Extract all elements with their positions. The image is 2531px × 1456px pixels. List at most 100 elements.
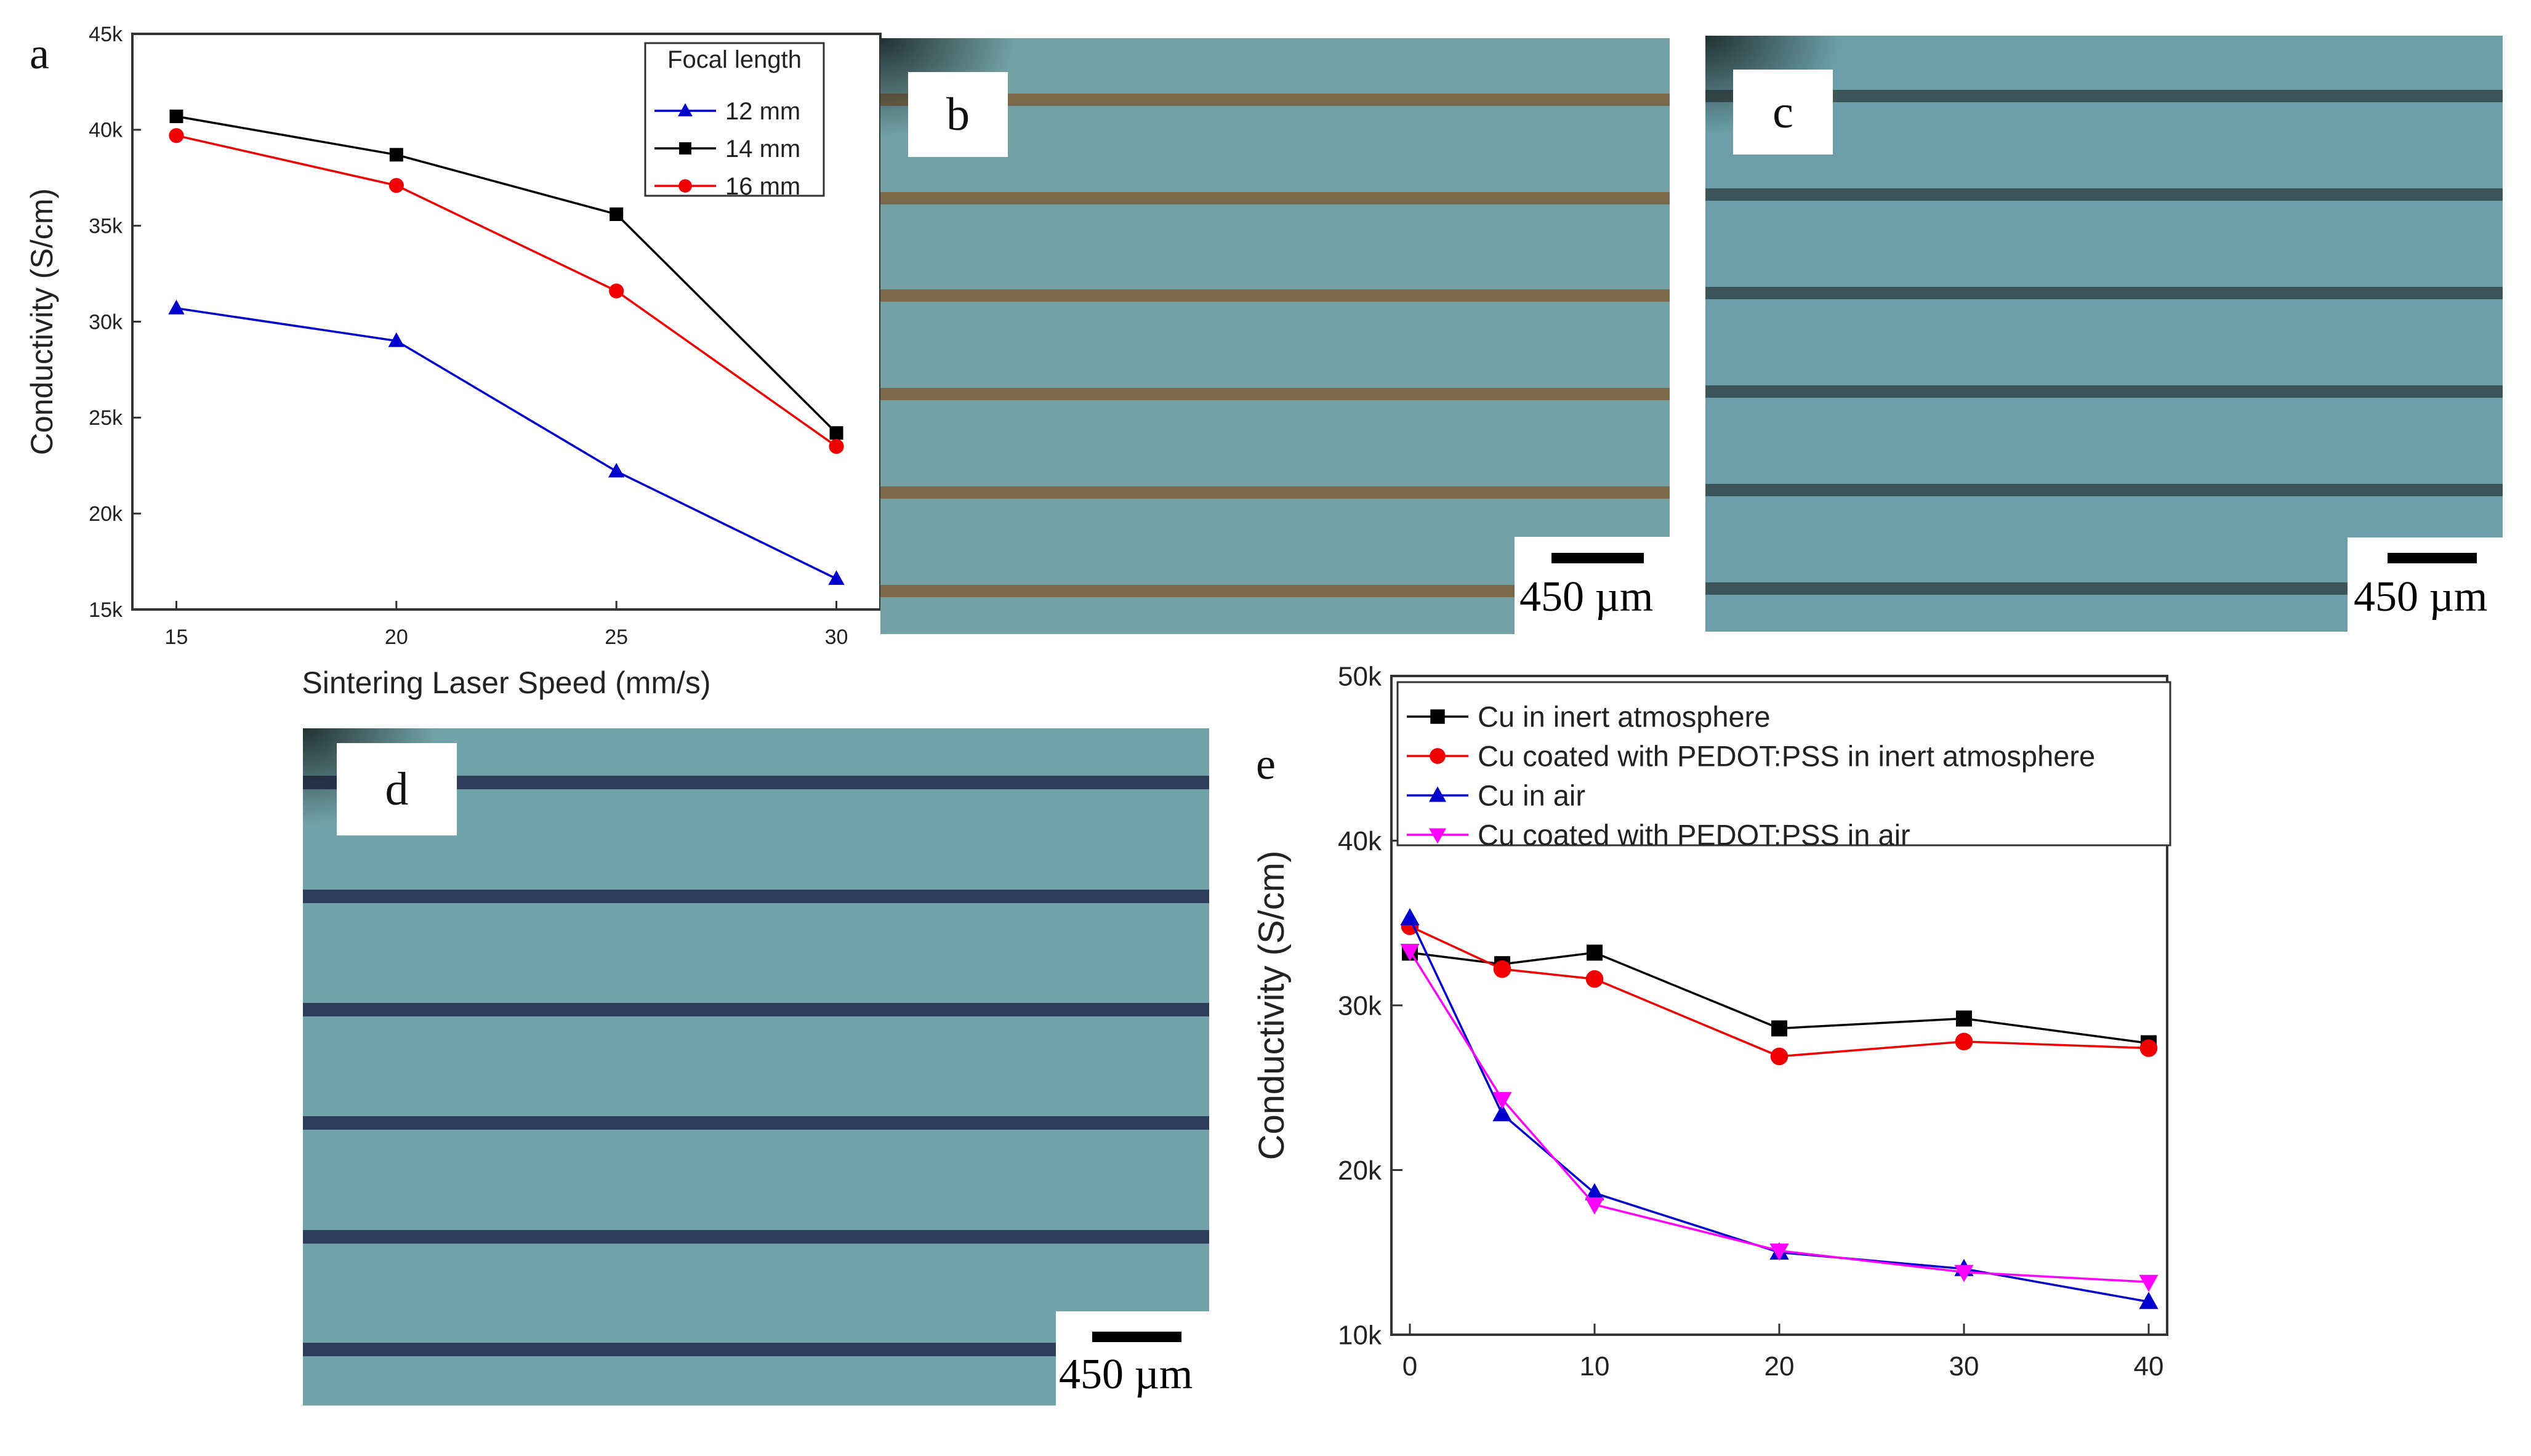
x-tick-label: 15 [165, 625, 188, 649]
y-axis-label: Conductivity (S/cm) [1256, 851, 1292, 1160]
data-point [169, 110, 183, 124]
series-16-mm [169, 128, 844, 454]
series-cu-coated-with-pedot-pss-in-air [1400, 944, 2159, 1292]
data-point [2139, 1274, 2159, 1292]
y-tick-label: 40k [1338, 826, 1382, 856]
x-tick-label: 0 [1402, 1351, 1417, 1382]
panel-d-label: d [337, 743, 457, 835]
x-axis-label: Sintering Laser Speed (mm/s) [302, 666, 710, 700]
data-point [1956, 1010, 1972, 1027]
printed-line [303, 1343, 1209, 1356]
legend-item: 12 mm [654, 98, 800, 125]
scale-bar [1551, 553, 1644, 563]
printed-line [1705, 484, 2503, 496]
series-line [176, 307, 837, 580]
y-tick-label: 20k [1338, 1156, 1382, 1186]
legend-label: Cu in inert atmosphere [1478, 700, 1770, 733]
scale-bar-label: 450 µm [1059, 1351, 1193, 1398]
data-point [1770, 1047, 1789, 1066]
printed-line [303, 1230, 1209, 1244]
data-point [2139, 1039, 2158, 1057]
series-line [1409, 950, 2149, 1284]
micrograph-b: b 450 µm [880, 38, 1670, 634]
chart-a: 15k 20k 25k 30k 35k 40k 45k 15 20 25 30 Sintering L… [25, 25, 882, 700]
legend-box [1396, 681, 2171, 847]
series-line [1409, 925, 2149, 1058]
y-tick-label: 25k [89, 406, 123, 430]
series-line [176, 115, 837, 434]
printed-line [303, 776, 1209, 789]
printed-line [880, 192, 1670, 204]
micrograph-c: c 450 µm [1705, 36, 2503, 632]
data-point [1430, 709, 1445, 724]
printed-line [303, 1116, 1209, 1130]
data-point [388, 332, 405, 347]
data-point [1430, 748, 1446, 764]
series-14-mm [169, 110, 843, 440]
x-tick-label: 25 [605, 625, 628, 649]
data-point [169, 128, 184, 143]
data-point [1492, 1092, 1512, 1109]
legend-label: Cu in air [1478, 779, 1585, 811]
x-tick-label: 10 [1580, 1351, 1610, 1382]
data-point [829, 438, 844, 454]
printed-line [880, 486, 1670, 499]
data-point [610, 207, 624, 221]
data-point [679, 142, 691, 155]
panel-b-label: b [908, 72, 1008, 157]
data-point [1400, 944, 1420, 961]
y-tick-label: 40k [89, 119, 123, 142]
scale-bar [2388, 553, 2477, 563]
x-tick-label: 30 [1949, 1351, 1979, 1382]
legend-item: Cu coated with PEDOT:PSS in inert atmosp… [1407, 739, 2095, 772]
data-point [168, 299, 185, 315]
y-tick-label: 30k [89, 310, 123, 334]
legend-item: 16 mm [654, 173, 800, 200]
data-point [608, 462, 625, 478]
x-tick-label: 20 [1764, 1351, 1795, 1382]
legend-label: Cu coated with PEDOT:PSS in air [1478, 818, 1910, 851]
panel-c-label: c [1733, 70, 1833, 155]
printed-line [880, 94, 1670, 106]
data-point [1955, 1032, 1973, 1051]
micrograph-d: d 450 µm [303, 728, 1209, 1406]
legend-label: Cu coated with PEDOT:PSS in inert atmosp… [1478, 739, 2095, 772]
y-tick-label: 20k [89, 502, 123, 526]
data-point [1954, 1265, 1974, 1282]
data-point [1493, 960, 1511, 978]
panel-e-label: e [1256, 739, 1276, 789]
legend: Focal length 12 mm 14 mm 16 mm [644, 42, 825, 200]
printed-line [1705, 385, 2503, 398]
data-point [1428, 786, 1447, 802]
series-12-mm [168, 299, 845, 585]
data-point [829, 426, 843, 440]
scale-bar-label: 450 µm [2354, 573, 2488, 621]
data-point [2139, 1292, 2159, 1309]
series-cu-coated-with-pedot-pss-in-inert-atmosphere [1401, 917, 2158, 1066]
data-point [678, 103, 693, 116]
panel-a-label: a [30, 29, 49, 78]
chart-e: 10k20k30k40k50k010203040Time (Minutes)Co… [1256, 661, 2171, 1382]
x-tick-label: 40 [2134, 1351, 2164, 1382]
legend-item: Cu coated with PEDOT:PSS in air [1407, 818, 1910, 851]
printed-line [1705, 582, 2503, 595]
printed-line [880, 289, 1670, 302]
legend: Cu in inert atmosphere Cu coated with PED… [1396, 681, 2171, 851]
data-point [678, 179, 692, 193]
scale-bar [1092, 1332, 1181, 1342]
legend-label: 16 mm [725, 173, 800, 200]
data-point [1585, 970, 1604, 988]
printed-line [1705, 90, 2503, 102]
legend-title: Focal length [667, 46, 802, 73]
data-point [828, 570, 845, 585]
data-point [1400, 907, 1420, 925]
legend-box [644, 42, 825, 197]
series-line [176, 134, 837, 448]
data-point [1585, 1183, 1604, 1201]
y-tick-label: 15k [89, 598, 123, 622]
y-tick-label: 10k [1338, 1320, 1382, 1350]
printed-line [1705, 287, 2503, 299]
x-tick-label: 30 [825, 625, 848, 649]
scale-bar-box [1056, 1311, 1209, 1406]
data-point [388, 178, 404, 193]
